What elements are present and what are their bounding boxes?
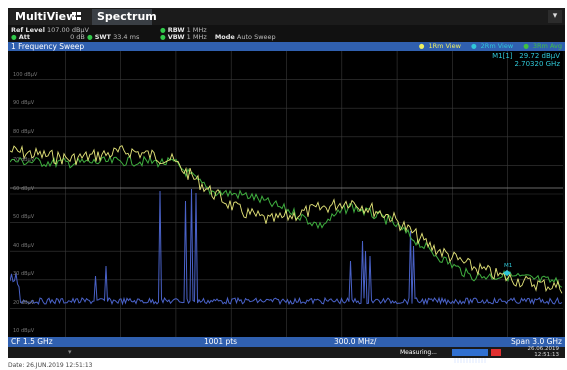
settings-panel[interactable]: Ref Level 107.00 dBµV ● Att 0 dB ● SWT 3… <box>8 25 565 42</box>
span-per-division: 300.0 MHz/ <box>334 337 377 346</box>
trace-legend: ● 1Rm View ● 2Rm View ● 3Rm Avg <box>411 42 562 51</box>
plot-grid <box>10 51 563 337</box>
y-label: 20 dBµV <box>13 300 35 306</box>
trace-1-dot-icon: ● <box>418 42 425 50</box>
vbw-value: 1 MHz <box>186 33 207 41</box>
att-label: Att <box>18 33 30 41</box>
trace-2-dot-icon: ● <box>471 42 477 50</box>
trace-1-line <box>10 144 563 294</box>
y-label: 100 dBµV <box>13 72 38 78</box>
ref-level-setting: Ref Level 107.00 dBµV <box>11 26 89 34</box>
rbw-setting: ● RBW 1 MHz <box>160 26 207 34</box>
y-label: 40 dBµV <box>13 243 35 249</box>
marker-freq: 2.70320 GHz <box>514 60 560 68</box>
y-label: 70 dBµV <box>13 157 35 163</box>
y-label: 90 dBµV <box>13 100 35 106</box>
chevron-down-icon: ▾ <box>552 11 558 21</box>
status-dot-icon: ● <box>160 33 166 41</box>
marker-m1[interactable]: M1 <box>503 263 512 276</box>
status-date: 26.06.2019 <box>527 346 560 352</box>
tab-multiview[interactable]: MultiView <box>10 9 92 25</box>
window-menu-button[interactable]: ▾ <box>548 10 562 23</box>
tab-bar: MultiView Spectrum ▾ <box>8 8 565 25</box>
trace-3-label[interactable]: ● 3Rm Avg <box>523 42 562 50</box>
spectrum-graph: M1 <box>10 51 563 337</box>
span-value: Span 3.0 GHz <box>511 337 562 346</box>
status-dot-icon: ● <box>11 33 17 41</box>
marker-level: 29.72 dBµV <box>519 52 560 60</box>
progress-bar <box>452 349 488 363</box>
sweep-title: 1 Frequency Sweep <box>11 42 85 51</box>
att-setting: ● Att 0 dB ● SWT 33.4 ms <box>11 33 139 41</box>
ref-level-value: 107.00 dBµV <box>47 26 89 34</box>
trace-2-label[interactable]: ● 2Rm View <box>471 42 514 50</box>
analyzer-window: MultiView Spectrum ▾ Ref Level 107.00 dB… <box>8 8 565 363</box>
rbw-value: 1 MHz <box>186 26 207 34</box>
mode-value: Auto Sweep <box>236 33 276 41</box>
tab-spectrum-label: Spectrum <box>97 10 157 23</box>
status-bar: ▾ Measuring... 26.06.2019 12:51:13 <box>8 346 565 363</box>
status-dot-icon: ● <box>86 33 93 41</box>
att-value: 0 dB <box>70 33 85 41</box>
status-time: 12:51:13 <box>534 351 559 358</box>
status-text: Measuring... <box>400 349 437 356</box>
marker-readout-line: M1[1] 29.72 dBµV <box>492 52 560 60</box>
swt-label: SWT <box>94 33 111 41</box>
footer-date: Date: 26.JUN.2019 12:51:13 <box>8 362 93 369</box>
vbw-label: VBW <box>167 33 185 41</box>
vbw-setting: ● VBW 1 MHz Mode Auto Sweep <box>160 33 276 41</box>
status-clock: 26.06.2019 12:51:13 <box>527 346 560 358</box>
y-label: 50 dBµV <box>13 214 35 220</box>
trace-3-line <box>10 155 563 288</box>
trace-1-label[interactable]: ● 1Rm View <box>418 42 461 50</box>
ref-level-label: Ref Level <box>11 26 45 34</box>
status-dot-icon: ● <box>160 26 166 34</box>
marker-plot-tag: M1 <box>504 263 512 269</box>
y-label: 30 dBµV <box>13 271 35 277</box>
center-frequency: CF 1.5 GHz <box>11 337 53 346</box>
y-label: 80 dBµV <box>13 129 35 135</box>
points-count: 1001 pts <box>204 337 238 346</box>
grid-view-icon <box>72 12 81 20</box>
chevron-down-icon[interactable]: ▾ <box>68 348 72 356</box>
marker-label: M1[1] <box>492 52 513 60</box>
rbw-label: RBW <box>167 26 185 34</box>
y-label: 60 dBµV <box>13 186 35 192</box>
spectrum-plot[interactable]: M1 100 dBµV 90 dBµV 80 dBµV 70 dBµV 60 d… <box>10 51 563 337</box>
tab-multiview-label: MultiView <box>15 10 77 23</box>
trace-3-dot-icon: ● <box>523 42 529 50</box>
mode-label: Mode <box>214 33 235 41</box>
swt-value: 33.4 ms <box>113 33 140 41</box>
tab-spectrum[interactable]: Spectrum <box>92 9 157 25</box>
frequency-axis-bar: CF 1.5 GHz 1001 pts 300.0 MHz/ Span 3.0 … <box>8 337 565 347</box>
y-label: 10 dBµV <box>13 328 35 334</box>
sweep-title-bar: 1 Frequency Sweep ● 1Rm View ● 2Rm View ● 3… <box>8 42 565 51</box>
marker-readout: M1[1] 29.72 dBµV 2.70320 GHz <box>492 52 560 68</box>
trace-2-line <box>10 188 563 306</box>
alert-flag-icon <box>491 349 501 356</box>
